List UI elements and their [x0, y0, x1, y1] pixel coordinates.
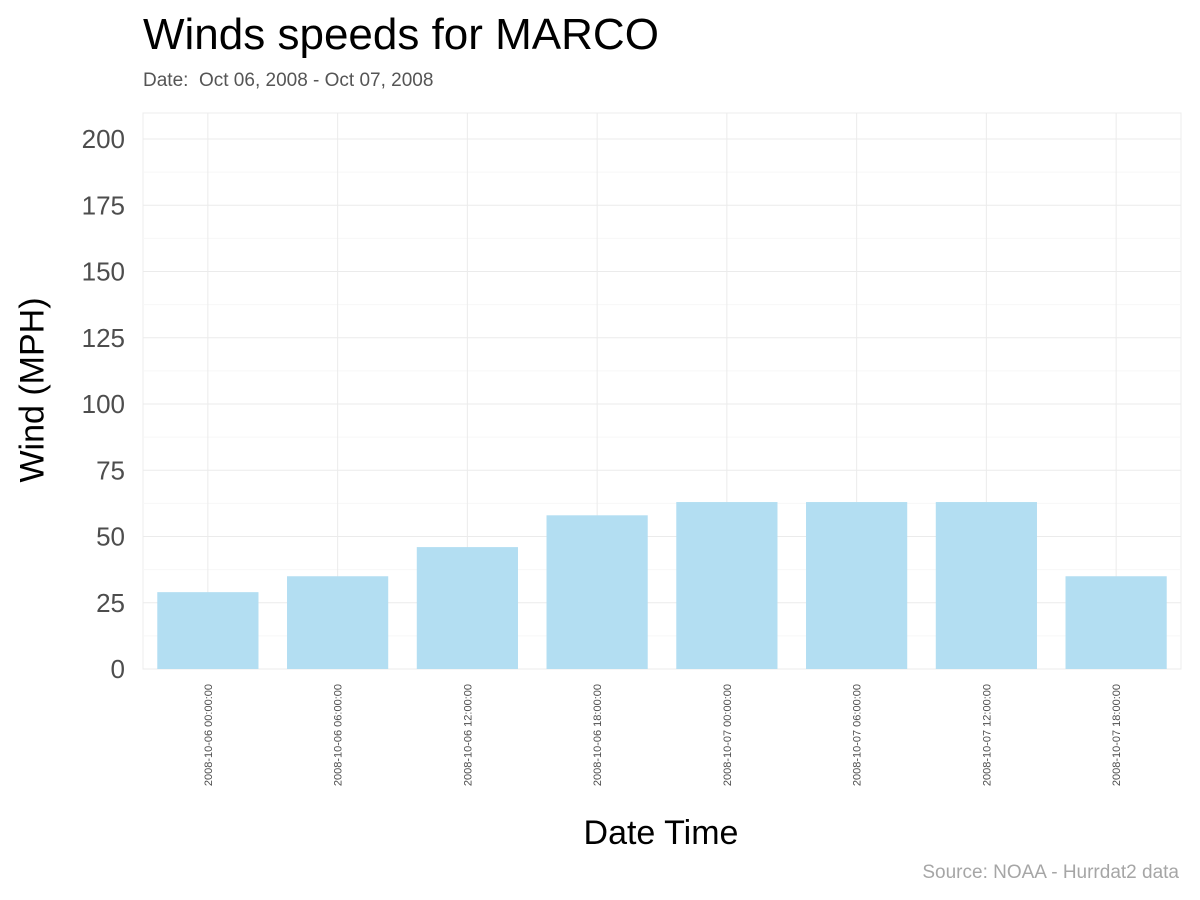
x-axis-label: Date Time [583, 814, 739, 852]
y-tick-label: 0 [111, 654, 125, 684]
x-tick-label: 2008-10-06 06:00:00 [333, 684, 345, 786]
y-tick-label: 200 [82, 124, 125, 154]
bar [676, 502, 778, 669]
y-tick-label: 25 [96, 588, 125, 618]
y-tick-label: 175 [82, 190, 125, 220]
bar [416, 547, 518, 669]
x-tick-label: 2008-10-06 12:00:00 [462, 684, 474, 786]
y-tick-label: 125 [82, 323, 125, 353]
x-tick-label: 2008-10-06 18:00:00 [592, 684, 604, 786]
bar [935, 502, 1037, 669]
x-tick-label: 2008-10-07 12:00:00 [981, 684, 993, 786]
chart-subtitle: Date: Oct 06, 2008 - Oct 07, 2008 [143, 70, 434, 91]
bar [1065, 576, 1167, 669]
bar [806, 502, 908, 669]
y-tick-label: 150 [82, 257, 125, 287]
x-tick-label: 2008-10-06 00:00:00 [203, 684, 215, 786]
y-tick-label: 100 [82, 389, 125, 419]
bar [546, 515, 648, 669]
x-tick-label: 2008-10-07 00:00:00 [722, 684, 734, 786]
chart-title: Winds speeds for MARCO [143, 10, 659, 59]
x-tick-label: 2008-10-07 06:00:00 [852, 684, 864, 786]
y-tick-label: 50 [96, 522, 125, 552]
bar [157, 592, 259, 669]
y-tick-label: 75 [96, 455, 125, 485]
chart-caption: Source: NOAA - Hurrdat2 data [922, 862, 1179, 883]
bar [287, 576, 389, 669]
x-tick-label: 2008-10-07 18:00:00 [1111, 684, 1123, 786]
